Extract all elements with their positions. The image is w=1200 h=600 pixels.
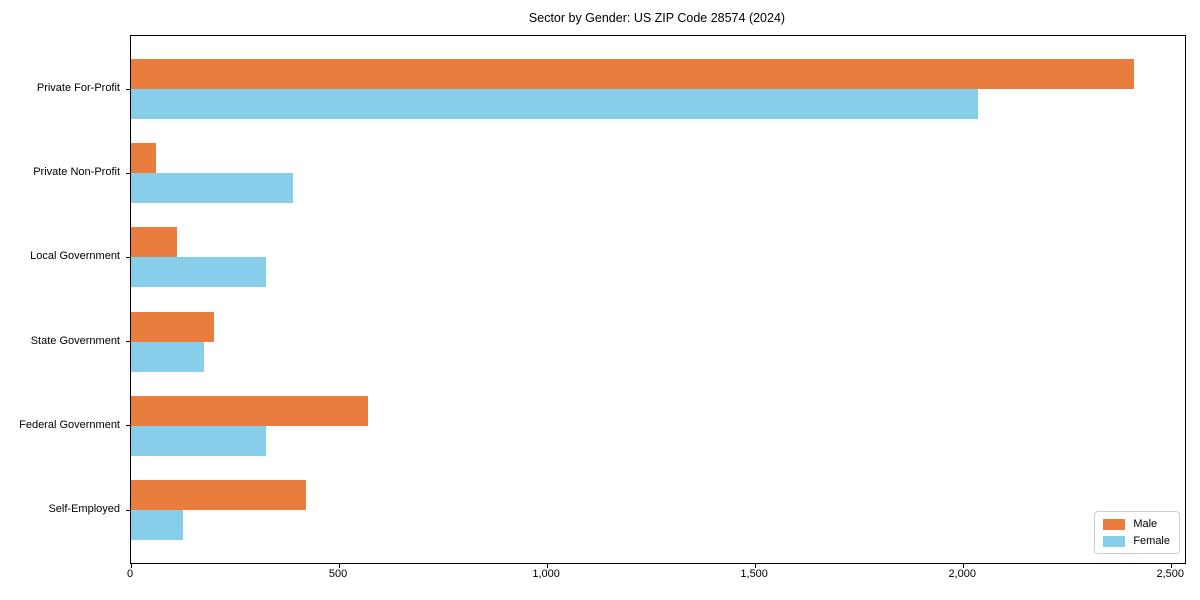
x-tick-label-500: 500 — [328, 568, 348, 580]
y-tick-private-for-profit — [126, 88, 131, 90]
bar-male-private-for-profit — [131, 59, 1134, 89]
legend-label-female: Female — [1133, 535, 1170, 547]
x-tick-1500 — [754, 563, 756, 568]
y-tick-local-government — [126, 256, 131, 258]
legend-swatch-female — [1103, 535, 1126, 547]
bar-male-self-employed — [131, 480, 306, 510]
y-tick-state-government — [126, 341, 131, 343]
y-tick-federal-government — [126, 425, 131, 427]
x-tick-label-1000: 1,000 — [532, 568, 560, 580]
y-label-local-government: Local Government — [30, 250, 120, 263]
x-tick-2500 — [1170, 563, 1172, 568]
plot-area: Male Female — [126, 35, 1186, 568]
legend: Male Female — [1094, 511, 1180, 554]
x-tick-label-2000: 2,000 — [948, 568, 976, 580]
x-tick-500 — [338, 563, 340, 568]
legend-swatch-male — [1103, 518, 1126, 530]
x-tick-label-1500: 1,500 — [740, 568, 768, 580]
chart-title: Sector by Gender: US ZIP Code 28574 (202… — [528, 11, 786, 25]
bar-male-state-government — [131, 311, 215, 342]
y-tick-private-non-profit — [126, 172, 131, 174]
bar-female-federal-government — [131, 425, 267, 456]
x-tick-0 — [130, 563, 132, 568]
bar-female-private-for-profit — [131, 89, 978, 119]
legend-row-female: Female — [1103, 535, 1170, 547]
y-label-private-for-profit: Private For-Profit — [36, 82, 120, 94]
bar-female-self-employed — [131, 510, 183, 540]
bar-female-private-non-profit — [131, 173, 294, 204]
y-label-private-non-profit: Private Non-Profit — [33, 166, 120, 179]
x-tick-label-0: 0 — [126, 568, 134, 580]
y-label-self-employed: Self-Employed — [48, 503, 120, 515]
legend-row-male: Male — [1103, 518, 1170, 530]
x-axis-labels: 0 500 1,000 1,500 2,000 2,500 — [127, 568, 1184, 584]
x-tick-1000 — [546, 563, 548, 568]
y-label-state-government: State Government — [30, 334, 120, 347]
bar-female-state-government — [131, 341, 204, 372]
legend-label-male: Male — [1133, 518, 1158, 530]
x-tick-2000 — [962, 563, 964, 568]
bar-male-local-government — [131, 227, 177, 258]
y-label-federal-government: Federal Government — [19, 418, 120, 431]
y-tick-self-employed — [126, 509, 131, 511]
x-tick-label-2500: 2,500 — [1156, 568, 1185, 580]
bar-male-private-non-profit — [131, 143, 156, 174]
bar-female-local-government — [131, 257, 267, 288]
y-axis-labels: Private For-Profit Private Non-Profit Loca… — [0, 35, 129, 562]
bar-male-federal-government — [131, 395, 369, 426]
